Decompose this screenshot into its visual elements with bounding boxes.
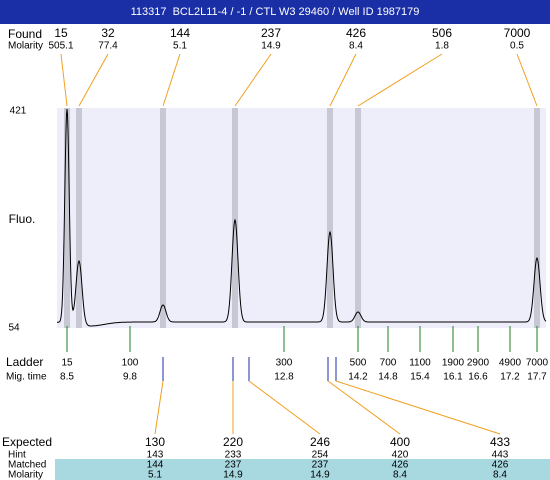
- label: 5.1: [173, 41, 187, 52]
- label: 237: [261, 26, 281, 40]
- label: 700: [380, 358, 397, 369]
- label: 144: [147, 460, 164, 471]
- label: Mig. time: [6, 372, 47, 383]
- peak-connector: [162, 53, 181, 107]
- label: 8.4: [493, 470, 507, 480]
- header-title: 113317 BCL2L11-4 / -1 / CTL W3 29460 / W…: [0, 0, 550, 24]
- label: 17.2: [500, 372, 520, 383]
- matched-band: [55, 459, 550, 480]
- label: 14.9: [223, 470, 243, 480]
- match-connector: [248, 380, 321, 435]
- label: 14.9: [310, 470, 330, 480]
- peak-connector: [329, 53, 357, 107]
- label: 7000: [526, 358, 549, 369]
- label: 506: [432, 26, 452, 40]
- label: 130: [145, 435, 165, 449]
- label: 220: [223, 435, 243, 449]
- label: 16.6: [468, 372, 488, 383]
- label: 1.8: [435, 41, 449, 52]
- peak-connector: [516, 53, 538, 107]
- label: 237: [225, 460, 242, 471]
- label: Found: [8, 27, 42, 41]
- label: 7000: [504, 26, 531, 40]
- peak-band: [64, 108, 70, 328]
- label: Ladder: [6, 355, 43, 369]
- trace: [57, 108, 547, 327]
- label: 237: [312, 460, 329, 471]
- label: 400: [390, 435, 410, 449]
- label: 14.9: [261, 41, 281, 52]
- label: 54: [8, 323, 20, 334]
- label: 8.5: [60, 372, 74, 383]
- label: 100: [122, 358, 139, 369]
- peak-band: [534, 108, 540, 328]
- label: 9.8: [123, 372, 137, 383]
- label: 15.4: [410, 372, 430, 383]
- label: 300: [276, 358, 293, 369]
- label: 77.4: [98, 41, 118, 52]
- label: 2900: [467, 358, 490, 369]
- label: 4900: [499, 358, 522, 369]
- label: 254: [312, 450, 329, 461]
- label: 505.1: [48, 41, 73, 52]
- label: 32: [101, 26, 115, 40]
- label: 8.4: [349, 41, 363, 52]
- match-connector: [154, 380, 164, 435]
- label: 233: [225, 450, 242, 461]
- match-connector: [335, 380, 501, 435]
- peak-band: [232, 108, 238, 328]
- peak-band: [327, 108, 333, 328]
- label: 421: [10, 106, 27, 117]
- peak-connector: [60, 53, 68, 107]
- plot-area: [57, 108, 546, 328]
- label: 144: [170, 26, 190, 40]
- peak-connector: [78, 53, 109, 107]
- label: 5.1: [148, 470, 162, 480]
- label: 12.8: [274, 372, 294, 383]
- label: 17.7: [527, 372, 547, 383]
- label: 143: [147, 450, 164, 461]
- label: 16.1: [443, 372, 463, 383]
- label: 426: [346, 26, 366, 40]
- label: Molarity: [8, 41, 43, 52]
- label: Molarity: [8, 470, 43, 480]
- label: 1900: [442, 358, 465, 369]
- label: 443: [492, 450, 509, 461]
- label: Expected: [2, 435, 52, 449]
- label: Matched: [8, 460, 46, 471]
- label: Fluo.: [9, 212, 36, 226]
- label: Hint: [8, 450, 26, 461]
- label: 433: [490, 435, 510, 449]
- peak-band: [160, 108, 166, 328]
- label: 500: [350, 358, 367, 369]
- label: 426: [492, 460, 509, 471]
- label: 426: [392, 460, 409, 471]
- label: 1100: [409, 358, 431, 369]
- label: 420: [392, 450, 409, 461]
- label: 14.8: [378, 372, 398, 383]
- label: 246: [310, 435, 330, 449]
- peak-connector: [234, 53, 272, 107]
- peak-band: [76, 108, 82, 328]
- label: 8.4: [393, 470, 407, 480]
- peak-connector: [357, 53, 443, 107]
- label: 15: [54, 26, 68, 40]
- label: 14.2: [348, 372, 368, 383]
- label: 0.5: [510, 41, 524, 52]
- label: 15: [61, 358, 73, 369]
- match-connector: [327, 380, 401, 435]
- peak-band: [355, 108, 361, 328]
